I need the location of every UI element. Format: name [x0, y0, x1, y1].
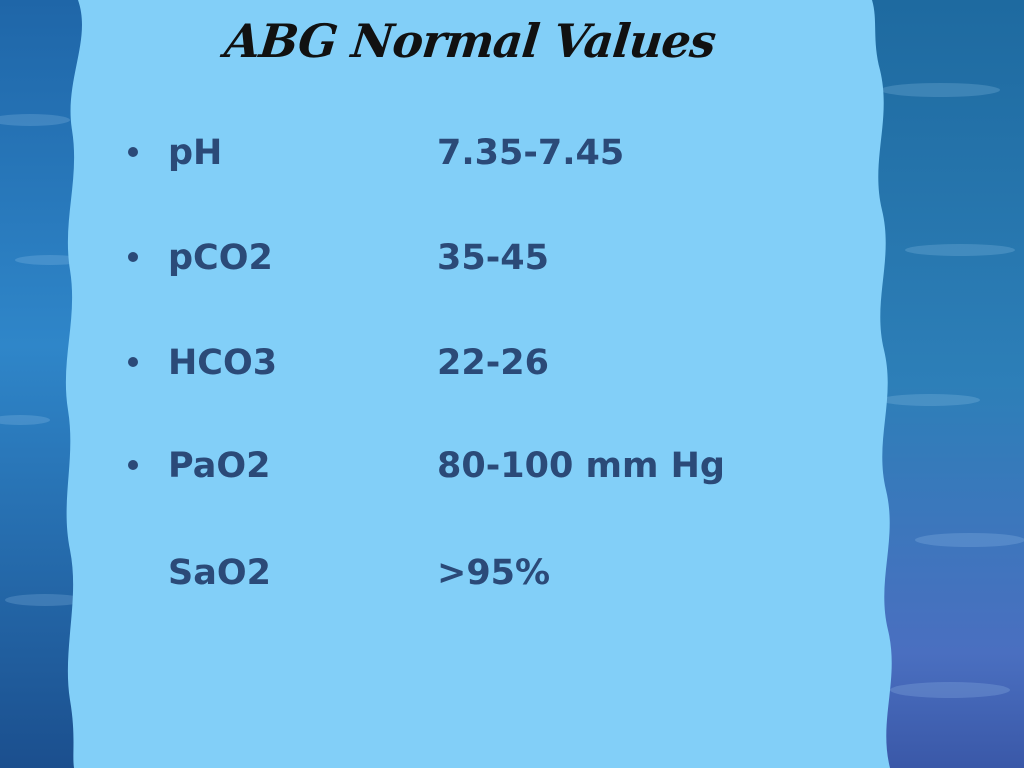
parameter-value: 35-45: [437, 238, 549, 278]
bullet-icon: [128, 147, 138, 157]
bullet-icon: [128, 357, 138, 367]
list-item: pH 7.35-7.45: [128, 133, 828, 183]
parameter-value: >95%: [437, 553, 551, 593]
parameter-label: pH: [168, 133, 223, 173]
parameter-label: PaO2: [168, 446, 271, 486]
parameter-label: pCO2: [168, 238, 273, 278]
list-item: HCO3 22-26: [128, 343, 828, 393]
slide-title: ABG Normal Values: [222, 14, 718, 68]
parameter-label: HCO3: [168, 343, 278, 383]
list-item: SaO2 >95%: [128, 553, 828, 603]
bullet-icon: [128, 460, 138, 470]
bullet-icon: [128, 252, 138, 262]
content-panel: [65, 0, 892, 768]
parameter-value: 80-100 mm Hg: [437, 446, 725, 486]
parameter-value: 22-26: [437, 343, 549, 383]
parameter-label: SaO2: [168, 553, 271, 593]
water-texture: [0, 83, 1024, 698]
list-item: pCO2 35-45: [128, 238, 828, 288]
list-item: PaO2 80-100 mm Hg: [128, 446, 828, 496]
parameter-value: 7.35-7.45: [437, 133, 625, 173]
